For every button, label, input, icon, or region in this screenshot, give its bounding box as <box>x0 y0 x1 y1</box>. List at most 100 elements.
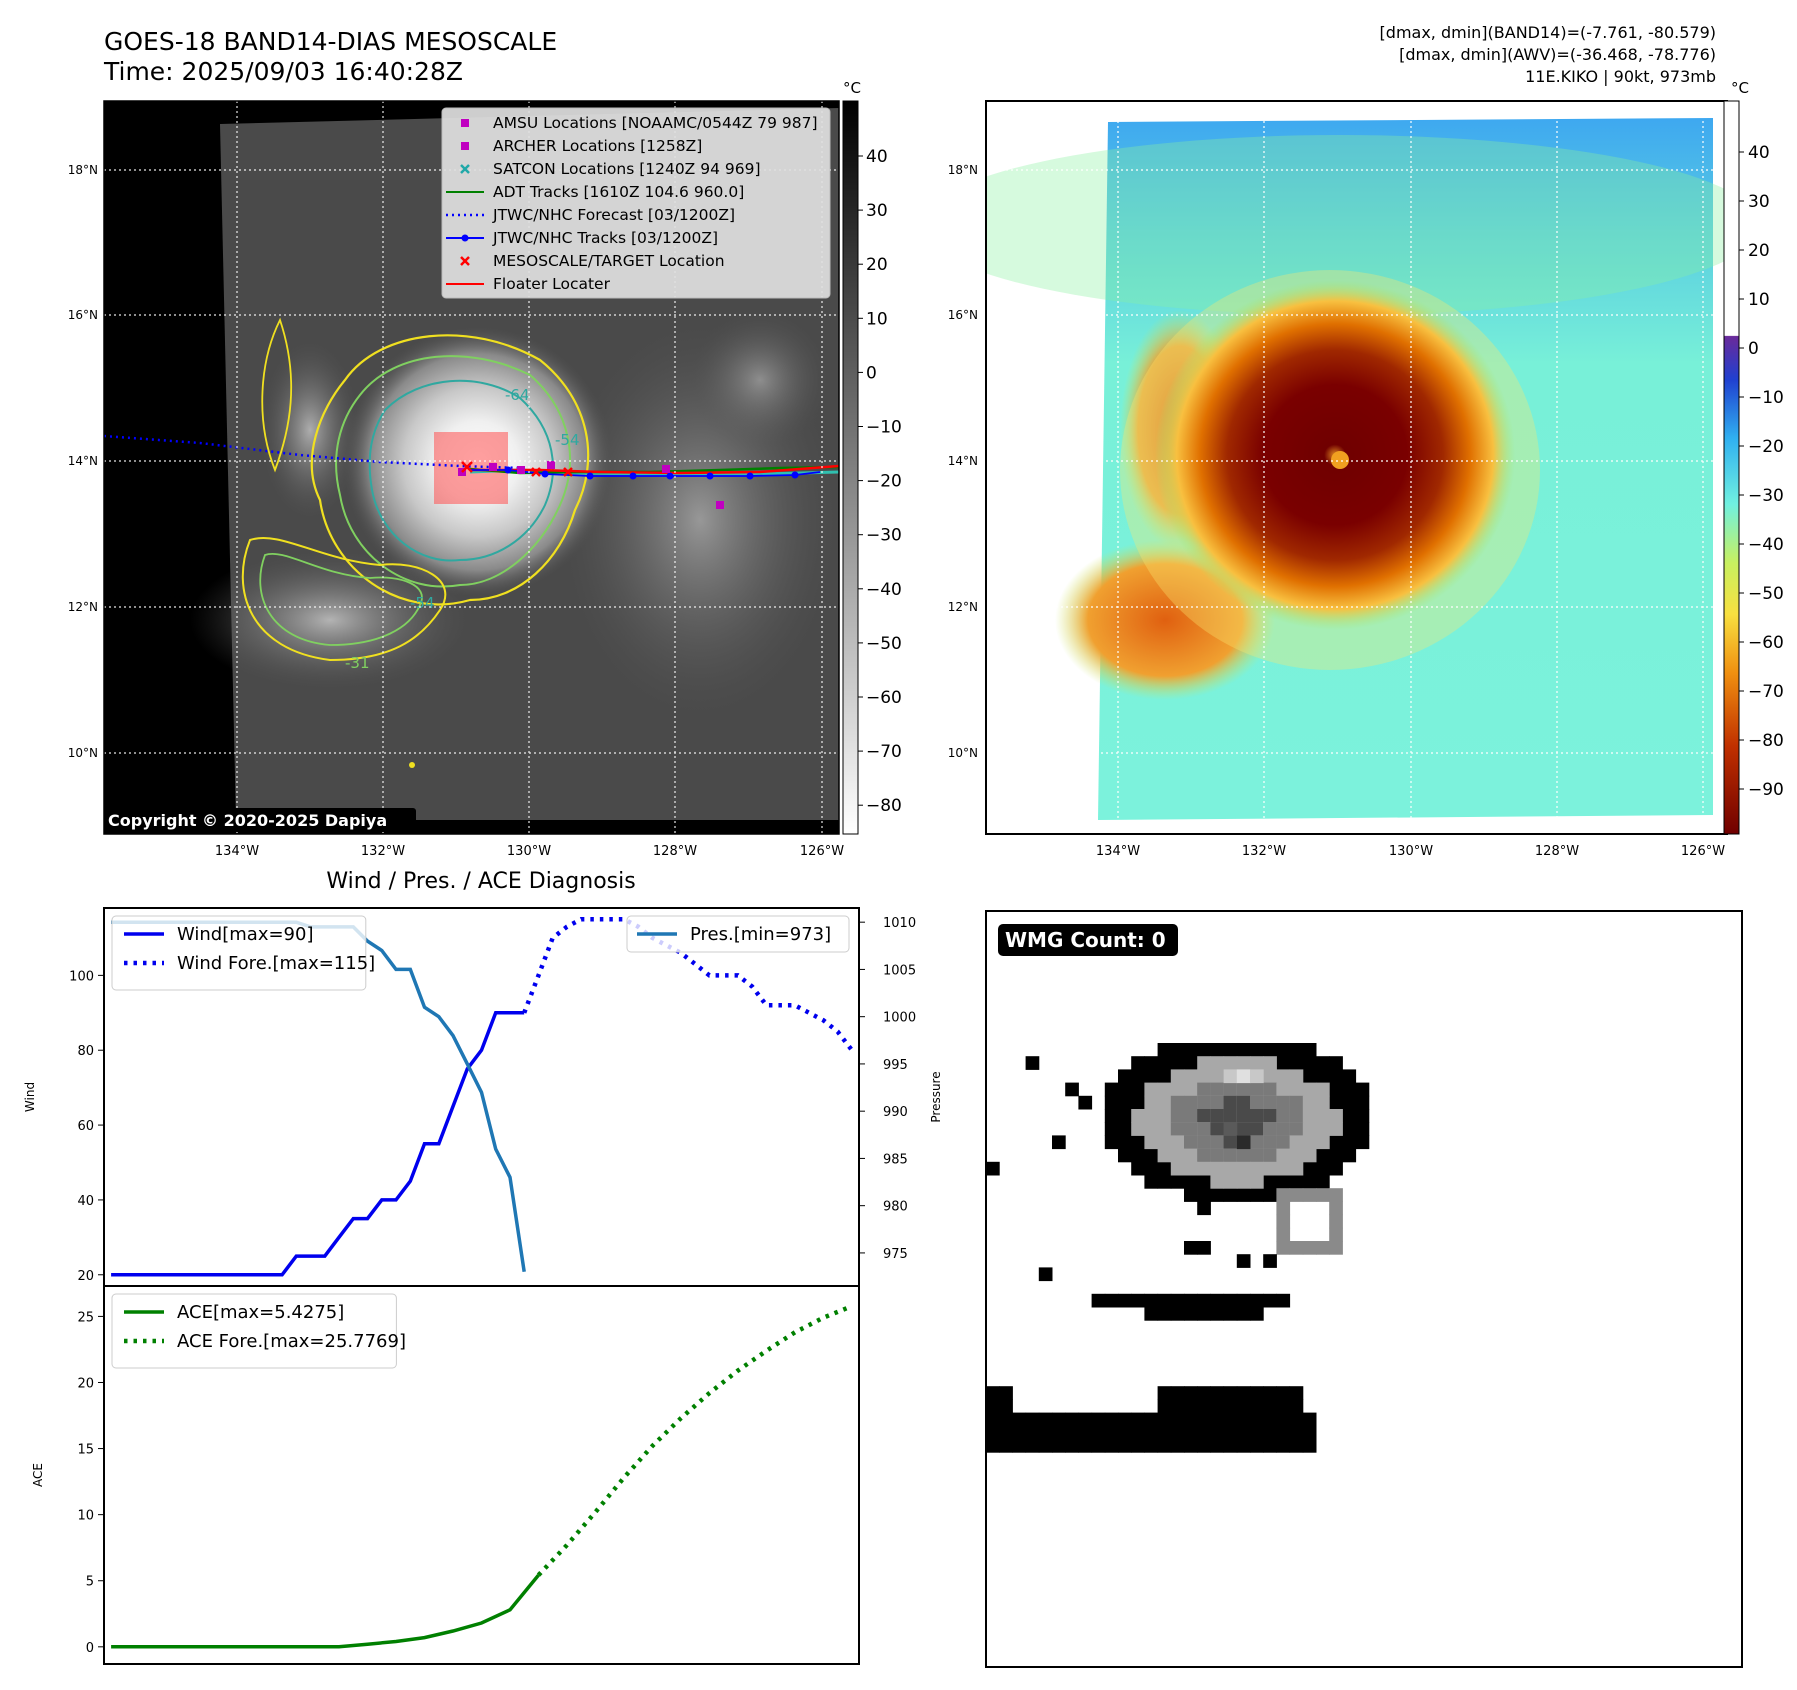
wmg-pixel <box>1342 1069 1357 1084</box>
forecast-track <box>104 434 521 470</box>
wmg-pixel <box>1144 1307 1159 1321</box>
wmg-pixel <box>1250 1095 1264 1110</box>
wmg-pixel <box>1250 1109 1264 1123</box>
wmg-pixel <box>1250 1069 1264 1084</box>
wmg-pixel <box>1170 1122 1185 1136</box>
wmg-pixel <box>1131 1109 1145 1123</box>
wmg-pixel <box>1052 1439 1066 1453</box>
wind-axis-label: Wind <box>23 1082 37 1112</box>
wmg-pixel <box>1250 1043 1264 1057</box>
wmg-pixel <box>1223 1082 1238 1097</box>
wmg-pixel <box>1210 1439 1225 1453</box>
wmg-pixel <box>1236 1425 1251 1440</box>
awv-gridlines <box>986 101 1727 834</box>
wmg-pixel <box>1025 1412 1040 1427</box>
y-tick-label: 5 <box>86 1575 94 1590</box>
ir-colorbar-tick-label: −30 <box>866 526 902 546</box>
wmg-pixel <box>1263 1069 1277 1084</box>
ir-colorbar: °C 40 30 20 10 0 −10 −20 −30 −40 −50 −60 −70 −80 <box>842 79 902 835</box>
ir-colorbar-tick-label: −10 <box>866 418 902 438</box>
legend-label: Pres.[min=973] <box>690 924 831 945</box>
wmg-pixel <box>1131 1412 1145 1427</box>
contour-outer <box>310 334 590 606</box>
wmg-pixel <box>1170 1439 1185 1453</box>
awv-colorbar-tick-label: −60 <box>1748 633 1784 653</box>
wmg-pixel <box>1210 1148 1225 1163</box>
wmg-pixel <box>1197 1425 1211 1440</box>
wmg-pixel <box>1157 1425 1172 1440</box>
legend-label: JTWC/NHC Forecast [03/1200Z] <box>492 206 735 224</box>
wmg-pixel <box>1236 1307 1251 1321</box>
wmg-pixel <box>1302 1425 1317 1440</box>
wmg-pixel <box>1157 1412 1172 1427</box>
storm-info: 11E.KIKO | 90kt, 973mb <box>1525 67 1716 86</box>
diagnosis-title: Wind / Pres. / ACE Diagnosis <box>326 869 635 894</box>
pressure-axis-label: Pressure <box>929 1071 943 1122</box>
wmg-pixel <box>1157 1069 1172 1084</box>
ir-colorbar-tick-label: −40 <box>866 580 902 600</box>
wmg-pixel <box>1276 1095 1291 1110</box>
wmg-pixel <box>1210 1161 1225 1176</box>
wmg-pixel <box>1118 1109 1132 1123</box>
wmg-pixel <box>1131 1135 1145 1150</box>
legend-box <box>626 915 850 953</box>
wmg-pixel <box>1065 1425 1079 1440</box>
wmg-pixel <box>1329 1161 1343 1176</box>
wmg-pixel <box>1184 1135 1198 1150</box>
legend-x-marker <box>460 256 470 266</box>
wmg-pixel <box>1223 1095 1238 1110</box>
legend-dot-marker <box>461 234 469 242</box>
wmg-pixel <box>1289 1043 1304 1057</box>
wmg-pixel <box>1197 1175 1211 1189</box>
wmg-pixel <box>1250 1122 1264 1136</box>
wmg-pixel <box>1131 1069 1145 1084</box>
wmg-pixel <box>1276 1399 1291 1414</box>
wmg-pixel <box>1302 1056 1317 1070</box>
legend-square-marker <box>461 142 469 150</box>
wmg-pixel <box>1184 1241 1198 1255</box>
wmg-pixel <box>1197 1109 1211 1123</box>
wmg-pixel <box>1276 1082 1291 1097</box>
wmg-pixel <box>1236 1254 1251 1268</box>
wmg-pixel <box>1210 1307 1225 1321</box>
ir-lon-label: 126°W <box>800 844 844 859</box>
wmg-pixel <box>1197 1412 1211 1427</box>
wmg-pixel <box>1223 1412 1238 1427</box>
y-tick-label: 40 <box>77 1194 94 1209</box>
wmg-pixel <box>1184 1069 1198 1084</box>
wmg-pixel <box>1197 1293 1211 1308</box>
wmg-pixel <box>999 1439 1013 1453</box>
wmg-pixel <box>1091 1425 1106 1440</box>
wmg-pixel <box>1012 1425 1027 1440</box>
wmg-pixel <box>1210 1122 1225 1136</box>
wmg-pixel <box>1329 1122 1343 1136</box>
y-tick-label: 100 <box>69 969 94 984</box>
ir-lat-label: 16°N <box>68 308 98 322</box>
wmg-pixel <box>1250 1293 1264 1308</box>
wmg-pixel <box>1038 1439 1053 1453</box>
wmg-pixel <box>1170 1043 1185 1057</box>
wmg-pixel <box>1302 1188 1317 1202</box>
wmg-pixel <box>1131 1148 1145 1163</box>
wmg-pixel <box>1250 1188 1264 1202</box>
contour-label: -64 <box>505 386 530 404</box>
wmg-pixel <box>1250 1148 1264 1163</box>
wmg-pixel <box>1144 1412 1159 1427</box>
wmg-pixel <box>1052 1412 1066 1427</box>
wmg-pixel <box>1104 1412 1119 1427</box>
wmg-pixel <box>1078 1439 1093 1453</box>
y-right-tick-label: 1000 <box>883 1011 916 1026</box>
wmg-pixel <box>1263 1439 1277 1453</box>
wmg-pixel <box>1223 1293 1238 1308</box>
awv-colorbar-tick-label: 40 <box>1748 143 1770 163</box>
wmg-pixel <box>986 1412 1000 1427</box>
wmg-pixel <box>1184 1439 1198 1453</box>
wmg-pixel <box>1210 1175 1225 1189</box>
wmg-pixel <box>999 1412 1013 1427</box>
wmg-pixel <box>1197 1095 1211 1110</box>
wmg-pixel <box>1250 1439 1264 1453</box>
wmg-pixel <box>1157 1386 1172 1400</box>
wmg-pixel <box>1263 1188 1277 1202</box>
wmg-pixel <box>1289 1069 1304 1084</box>
